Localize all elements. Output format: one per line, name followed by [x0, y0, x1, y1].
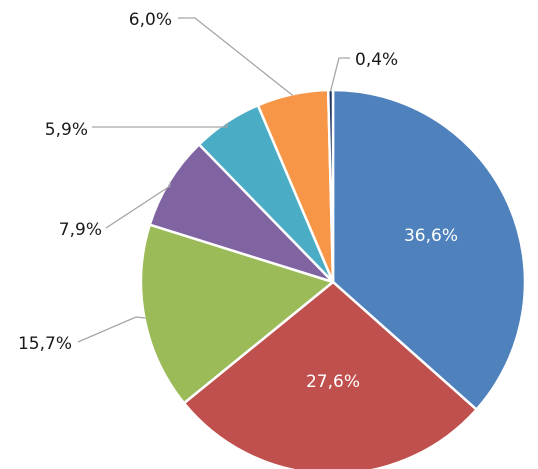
leader-lines-layer: [77, 17, 350, 343]
pie-slice-1: [331, 88, 527, 411]
leader-line-4: [105, 181, 171, 229]
data-label-5: 5,9%: [45, 120, 88, 140]
leader-line-3: [77, 316, 146, 343]
leader-line-7: [329, 57, 350, 92]
leader-line-6: [178, 17, 293, 96]
data-label-6: 6,0%: [129, 10, 172, 30]
pie-slice-4: [148, 143, 335, 284]
data-label-1: 36,6%: [404, 226, 458, 246]
slices-layer: [139, 88, 527, 469]
data-labels-layer: 36,6% 27,6% 15,7% 7,9% 5,9% 6,0% 0,4%: [18, 10, 458, 392]
data-label-2: 27,6%: [306, 372, 360, 392]
data-label-7: 0,4%: [355, 50, 398, 70]
data-label-3: 15,7%: [18, 334, 72, 354]
data-label-4: 7,9%: [59, 220, 102, 240]
pie-slice-2: [182, 280, 478, 469]
leader-line-5: [92, 122, 228, 128]
